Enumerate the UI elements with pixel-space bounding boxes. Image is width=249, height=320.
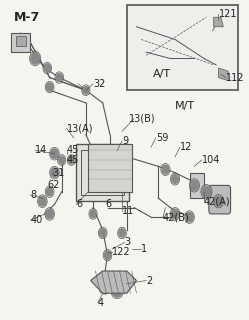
Text: 6: 6 [76,199,82,209]
Text: 45: 45 [66,155,79,165]
Circle shape [104,251,111,259]
Text: 11: 11 [122,206,134,216]
Bar [81,150,124,195]
Text: 104: 104 [202,155,220,165]
Circle shape [101,281,110,292]
Circle shape [56,73,62,82]
Text: 42(B): 42(B) [163,212,190,222]
Text: 1: 1 [141,244,147,254]
Circle shape [51,149,58,158]
Text: 31: 31 [52,168,64,178]
Text: 3: 3 [124,237,130,247]
Circle shape [162,165,169,174]
Text: 62: 62 [47,180,60,190]
Text: A/T: A/T [153,69,172,79]
Text: 13(A): 13(A) [66,123,93,133]
Circle shape [59,156,64,164]
Circle shape [47,188,53,196]
Circle shape [190,180,198,190]
Text: 6: 6 [105,199,111,209]
Polygon shape [218,68,228,81]
Circle shape [44,64,50,72]
Text: 122: 122 [112,247,131,257]
Text: 4: 4 [98,298,104,308]
Polygon shape [91,271,136,293]
FancyBboxPatch shape [209,185,231,214]
Bar [189,173,204,198]
Circle shape [51,168,58,178]
Circle shape [172,209,179,219]
Text: 12: 12 [180,142,192,152]
Bar [127,4,238,90]
Circle shape [46,209,53,219]
Bar [16,36,25,46]
Circle shape [47,83,53,91]
Circle shape [215,196,222,206]
Text: 40: 40 [30,215,43,225]
Circle shape [186,212,193,222]
Circle shape [31,53,40,64]
Circle shape [90,210,96,218]
Text: 2: 2 [146,276,152,285]
Circle shape [68,156,74,164]
Text: 9: 9 [122,136,128,146]
Text: M/T: M/T [175,101,195,111]
Text: M-7: M-7 [13,11,40,24]
Bar [11,33,30,52]
Circle shape [83,86,89,94]
Circle shape [202,186,211,197]
Text: 45: 45 [66,146,79,156]
Text: 13(B): 13(B) [129,114,156,124]
Circle shape [39,196,46,206]
Text: 121: 121 [218,9,237,19]
Polygon shape [88,144,132,192]
Text: 42(A): 42(A) [204,196,231,206]
Circle shape [172,175,179,183]
Text: 112: 112 [226,73,244,83]
Text: 59: 59 [156,133,168,143]
Bar [76,144,129,201]
Text: 8: 8 [30,190,36,200]
Circle shape [100,229,106,237]
Text: 14: 14 [35,146,47,156]
Polygon shape [214,17,223,27]
Text: 32: 32 [93,79,105,89]
Circle shape [112,283,123,297]
Circle shape [119,229,125,237]
